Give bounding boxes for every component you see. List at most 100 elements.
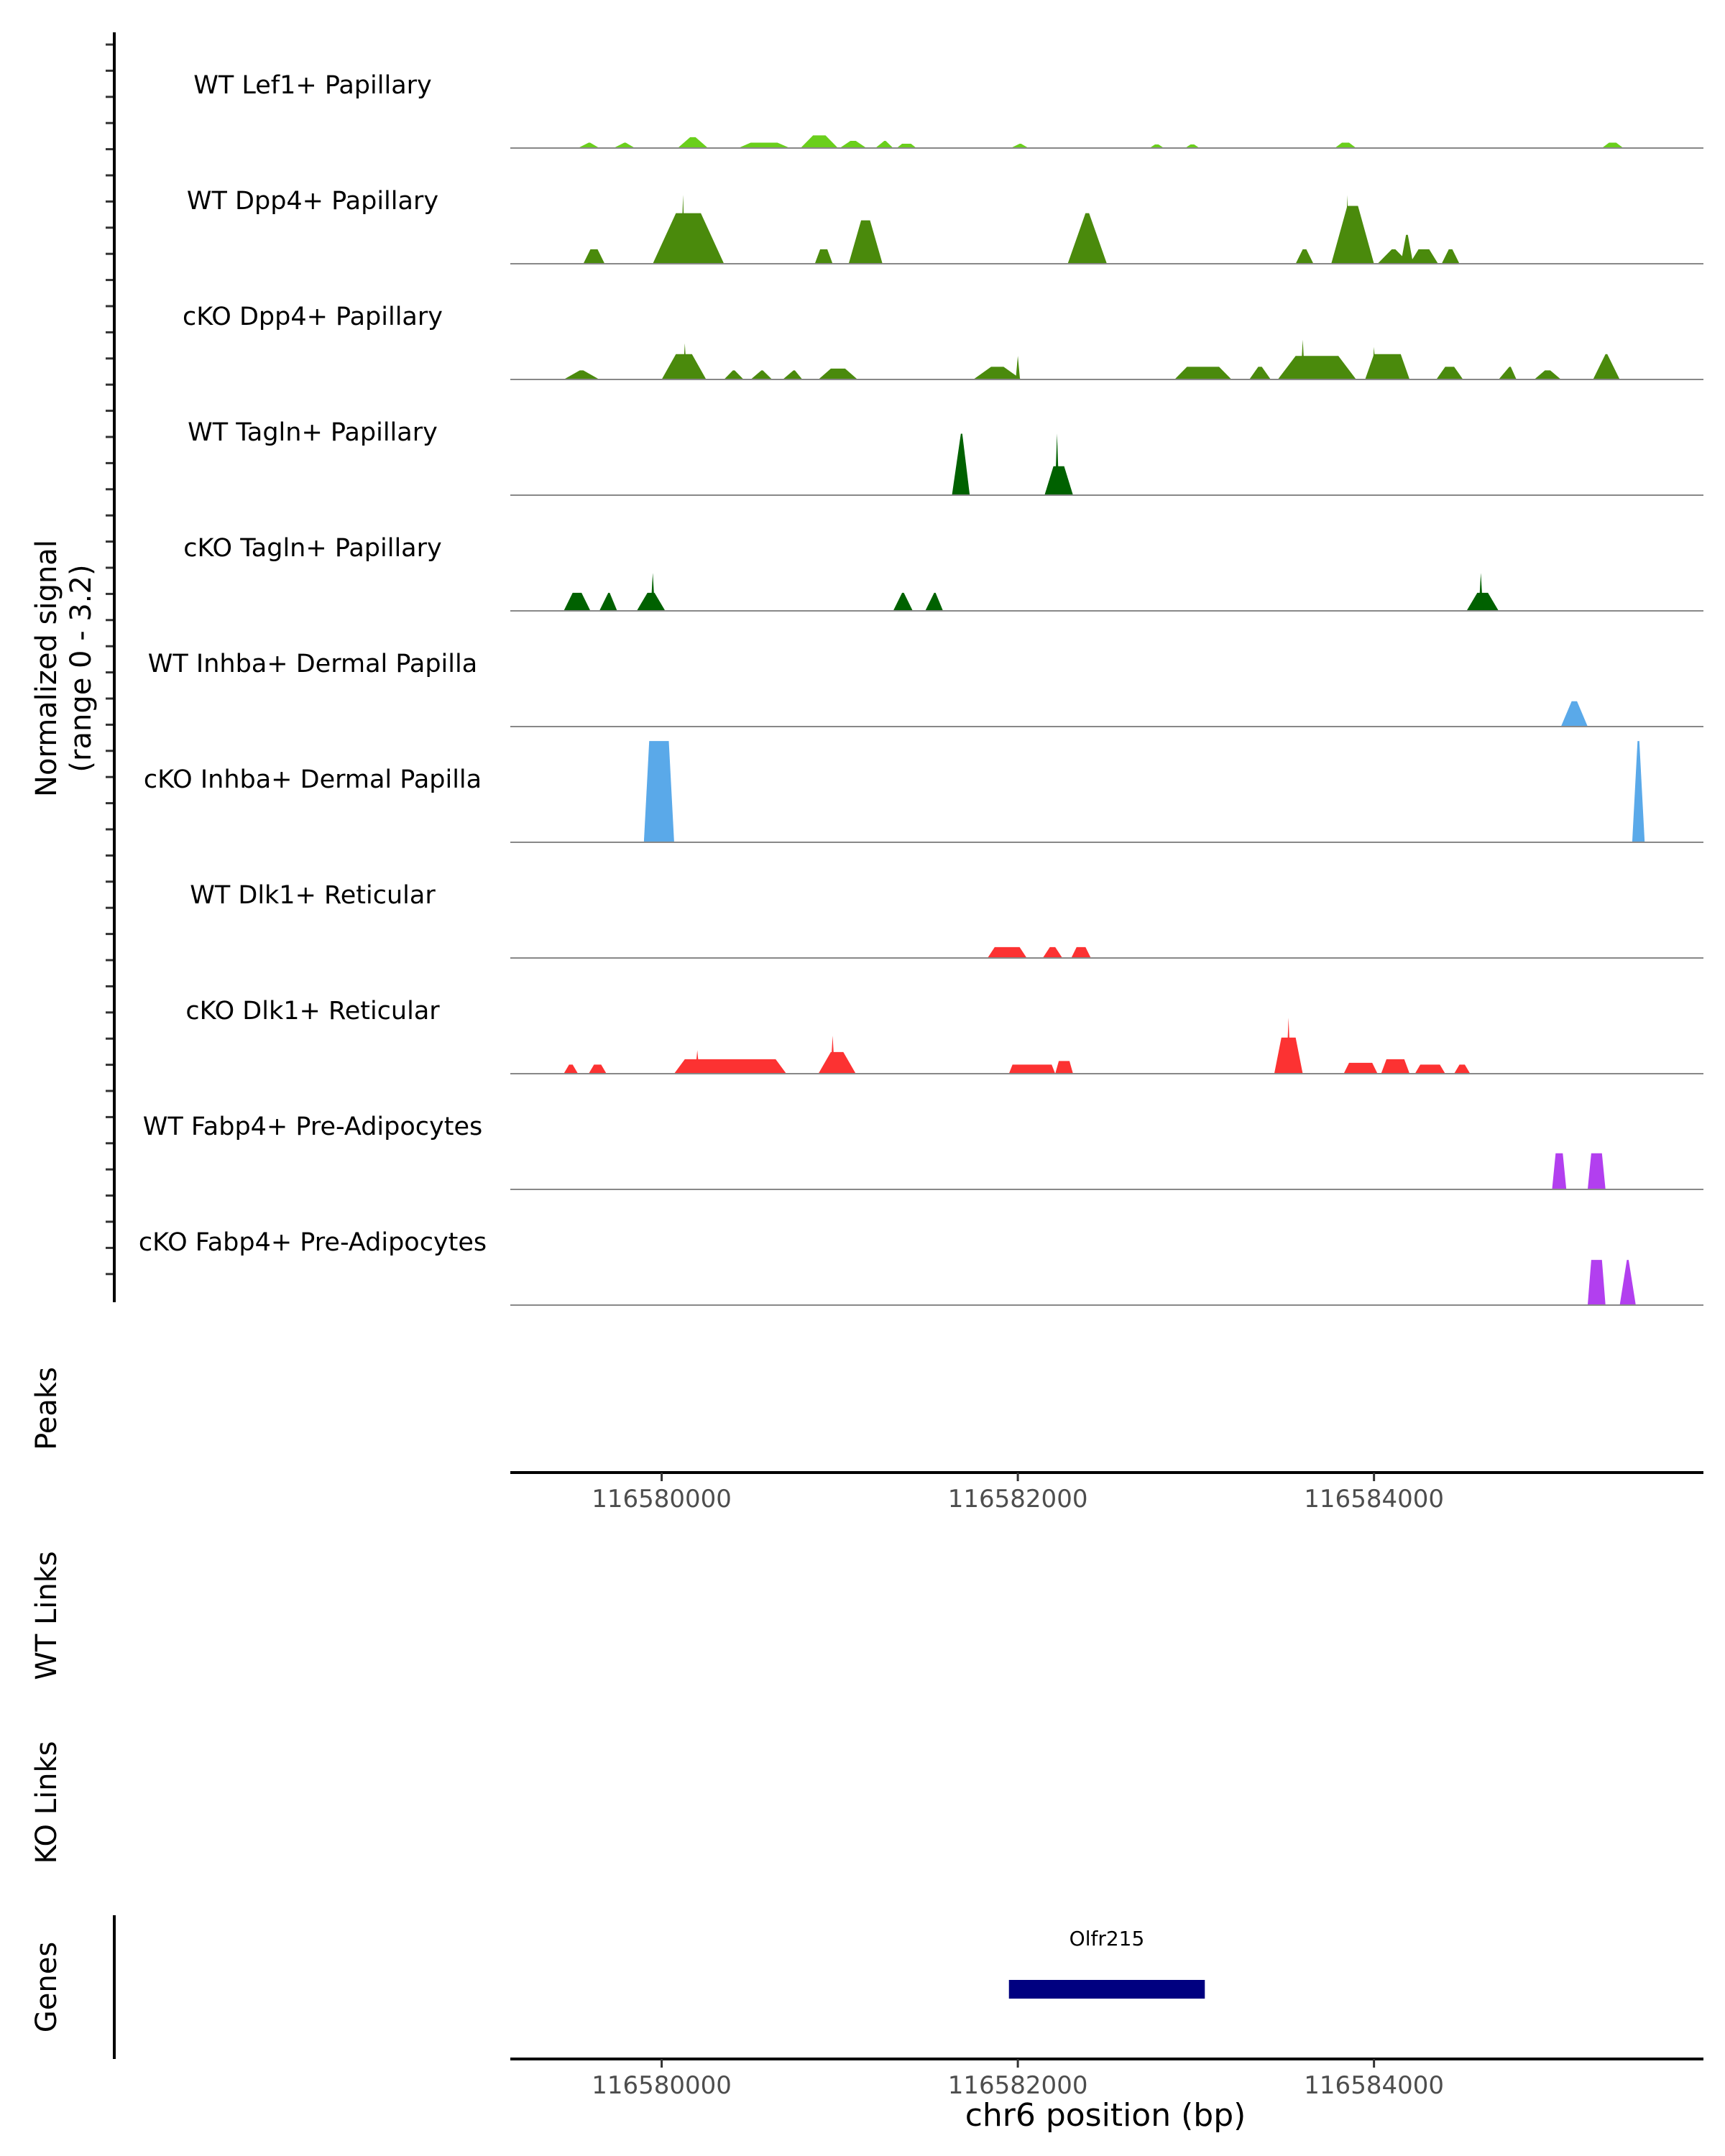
coverage-peak	[673, 1059, 787, 1074]
coverage-peak	[783, 370, 803, 379]
x-tick-label: 116580000	[592, 2071, 732, 2100]
coverage-tracks: WT Lef1+ Papillary WT Dpp4+ Papillary cKO …	[139, 71, 1703, 1306]
coverage-peak	[724, 370, 744, 379]
coverage-peak	[1277, 356, 1356, 379]
coverage-peak	[875, 140, 893, 148]
coverage-peak	[1044, 466, 1073, 495]
x-axis-label: chr6 position (bp)	[965, 2097, 1246, 2134]
track-8: WT Dlk1+ Reticular	[190, 881, 1703, 959]
coverage-peak	[848, 220, 883, 264]
coverage-peak	[1331, 206, 1374, 264]
ko-links-label: KO Links	[30, 1741, 63, 1864]
track-5: cKO Tagln+ Papillary	[183, 534, 1703, 612]
track-6: WT Inhba+ Dermal Papilla	[148, 650, 1703, 727]
coverage-peak	[1067, 213, 1107, 264]
coverage-peak	[973, 367, 1022, 379]
coverage-peak	[988, 946, 1027, 958]
coverage-peak	[814, 249, 833, 264]
track-label: cKO Inhba+ Dermal Papilla	[144, 765, 482, 794]
coverage-peak	[1071, 946, 1091, 958]
coverage-peak	[1381, 1059, 1410, 1074]
coverage-peak	[1185, 144, 1200, 148]
coverage-peak	[564, 370, 599, 379]
coverage-peak	[1365, 354, 1410, 379]
coverage-peak	[1249, 367, 1271, 379]
coverage-peak	[1619, 1260, 1636, 1305]
coverage-peak	[896, 143, 916, 148]
coverage-peak	[1534, 370, 1561, 379]
coverage-peak	[1436, 367, 1463, 379]
coverage-peak	[800, 135, 838, 148]
coverage-peak	[1054, 433, 1059, 495]
coverage-peak	[564, 592, 591, 611]
coverage-peak	[830, 1036, 835, 1074]
track-1: WT Lef1+ Papillary	[193, 71, 1703, 149]
x-tick-label: 116580000	[592, 1485, 732, 1514]
coverage-peak	[818, 368, 858, 379]
x-tick-label: 116582000	[948, 1485, 1088, 1514]
track-label: cKO Fabp4+ Pre-Adipocytes	[139, 1228, 487, 1257]
track-10: WT Fabp4+ Pre-Adipocytes	[143, 1112, 1703, 1190]
coverage-peak	[952, 433, 970, 495]
coverage-peak	[1560, 701, 1588, 727]
coverage-peak	[1300, 339, 1305, 379]
peaks-x-ticks: 116580000 116582000 116584000	[592, 1473, 1444, 1514]
track-label: WT Fabp4+ Pre-Adipocytes	[143, 1112, 482, 1141]
coverage-peak	[840, 140, 867, 148]
coverage-peak	[599, 592, 617, 611]
coverage-peak	[1454, 1064, 1471, 1074]
coverage-peak	[589, 1064, 607, 1074]
coverage-peak	[1042, 946, 1063, 958]
coverage-peak	[925, 592, 944, 611]
coverage-peak	[1587, 1260, 1606, 1305]
coverage-peak	[564, 1064, 579, 1074]
x-tick-label: 116584000	[1304, 1485, 1444, 1514]
coverage-peak	[1371, 346, 1376, 379]
signal-axis-label: Normalized signal	[30, 540, 63, 797]
coverage-peak	[583, 249, 605, 264]
coverage-peak	[818, 1051, 856, 1074]
track-3: cKO Dpp4+ Papillary	[183, 303, 1703, 380]
track-label: cKO Tagln+ Papillary	[183, 534, 442, 563]
coverage-peak	[1286, 1018, 1291, 1074]
coverage-peak	[1552, 1153, 1567, 1189]
coverage-peak	[893, 592, 913, 611]
track-label: WT Dlk1+ Reticular	[190, 881, 436, 910]
track-4: WT Tagln+ Papillary	[188, 418, 1703, 496]
coverage-peak	[1174, 367, 1232, 379]
x-tick-label: 116584000	[1304, 2071, 1444, 2100]
track-label: cKO Dlk1+ Reticular	[185, 997, 440, 1026]
coverage-peak	[1335, 142, 1356, 148]
track-label: WT Inhba+ Dermal Papilla	[148, 650, 477, 678]
coverage-peak	[1478, 573, 1484, 611]
coverage-peak	[1295, 249, 1314, 264]
coverage-peak	[738, 142, 790, 148]
coverage-peak	[677, 137, 709, 148]
coverage-peak	[1466, 592, 1499, 611]
genes-x-ticks: 116580000 116582000 116584000	[592, 2059, 1444, 2100]
coverage-peak	[1601, 142, 1624, 148]
track-label: WT Dpp4+ Papillary	[187, 187, 438, 216]
coverage-peak	[1345, 195, 1350, 264]
gene-label: Olfr215	[1070, 1927, 1145, 1950]
track-label: WT Tagln+ Papillary	[188, 418, 438, 447]
coverage-peak	[643, 741, 674, 842]
coverage-peak	[1011, 143, 1029, 148]
wt-links-label: WT Links	[30, 1551, 63, 1680]
coverage-peak	[1055, 1061, 1073, 1074]
coverage-peak	[1016, 356, 1021, 379]
coverage-peak	[613, 142, 635, 148]
coverage-peak	[1632, 741, 1645, 842]
coverage-peak	[1149, 144, 1164, 148]
coverage-peak	[1593, 354, 1620, 379]
track-2: WT Dpp4+ Papillary	[187, 187, 1703, 264]
track-label: WT Lef1+ Papillary	[193, 71, 432, 100]
coverage-peak	[1499, 367, 1517, 379]
genes-track-label: Genes	[30, 1942, 63, 2032]
coverage-peak	[1587, 1153, 1606, 1189]
coverage-peak	[1008, 1064, 1056, 1074]
coverage-peak	[681, 195, 686, 264]
x-tick-label: 116582000	[948, 2071, 1088, 2100]
gene-body	[1008, 1980, 1205, 1999]
